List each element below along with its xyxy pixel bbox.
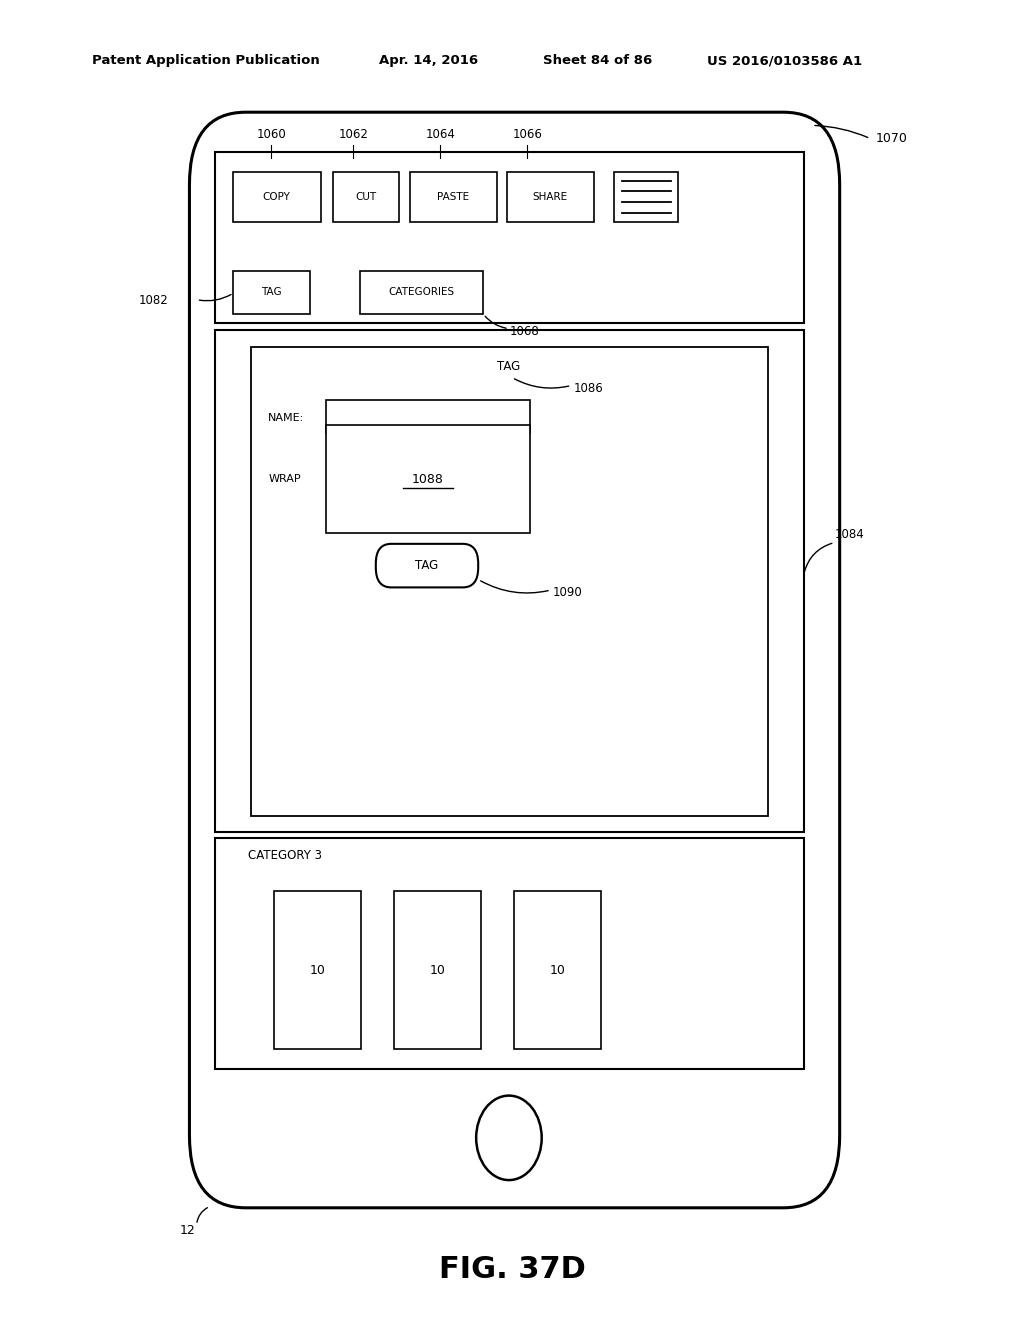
Text: TAG: TAG bbox=[261, 288, 282, 297]
Bar bbox=[333, 172, 399, 222]
FancyBboxPatch shape bbox=[376, 544, 478, 587]
Text: PASTE: PASTE bbox=[436, 191, 469, 202]
Bar bbox=[410, 172, 497, 222]
Bar bbox=[215, 838, 804, 1069]
Bar bbox=[614, 172, 678, 222]
Text: NAME:: NAME: bbox=[268, 413, 304, 424]
Bar bbox=[215, 330, 804, 832]
Text: 1086: 1086 bbox=[573, 381, 603, 395]
Text: 1084: 1084 bbox=[835, 528, 864, 541]
Text: 1082: 1082 bbox=[138, 294, 168, 308]
Bar bbox=[360, 271, 483, 314]
Text: Apr. 14, 2016: Apr. 14, 2016 bbox=[379, 54, 478, 67]
Bar bbox=[394, 891, 481, 1049]
Text: WRAP: WRAP bbox=[268, 474, 301, 484]
Text: 10: 10 bbox=[310, 964, 326, 977]
Text: 12: 12 bbox=[179, 1224, 195, 1237]
Text: Patent Application Publication: Patent Application Publication bbox=[92, 54, 319, 67]
Text: 1070: 1070 bbox=[876, 132, 907, 145]
Bar bbox=[251, 347, 768, 816]
Bar bbox=[514, 891, 601, 1049]
Text: SHARE: SHARE bbox=[532, 191, 567, 202]
Text: 1064: 1064 bbox=[425, 128, 456, 141]
Bar bbox=[507, 172, 594, 222]
Text: FIG. 37D: FIG. 37D bbox=[438, 1255, 586, 1284]
Bar bbox=[233, 172, 321, 222]
Text: 1062: 1062 bbox=[338, 128, 369, 141]
FancyBboxPatch shape bbox=[189, 112, 840, 1208]
Text: TAG: TAG bbox=[498, 360, 520, 374]
Text: 1088: 1088 bbox=[412, 473, 444, 486]
Text: 1068: 1068 bbox=[510, 325, 540, 338]
Bar bbox=[215, 152, 804, 323]
Bar bbox=[326, 400, 530, 433]
Text: TAG: TAG bbox=[416, 560, 438, 572]
Text: CATEGORIES: CATEGORIES bbox=[389, 288, 455, 297]
Text: CATEGORY 3: CATEGORY 3 bbox=[248, 849, 322, 862]
Text: CUT: CUT bbox=[355, 191, 376, 202]
Text: 1066: 1066 bbox=[512, 128, 543, 141]
Text: 1060: 1060 bbox=[256, 128, 287, 141]
Bar bbox=[233, 271, 310, 314]
Text: 10: 10 bbox=[430, 964, 445, 977]
Text: US 2016/0103586 A1: US 2016/0103586 A1 bbox=[707, 54, 861, 67]
Text: Sheet 84 of 86: Sheet 84 of 86 bbox=[543, 54, 652, 67]
Text: 1090: 1090 bbox=[553, 586, 583, 599]
Bar bbox=[274, 891, 361, 1049]
Text: 10: 10 bbox=[550, 964, 565, 977]
Text: COPY: COPY bbox=[262, 191, 291, 202]
Bar bbox=[326, 425, 530, 533]
